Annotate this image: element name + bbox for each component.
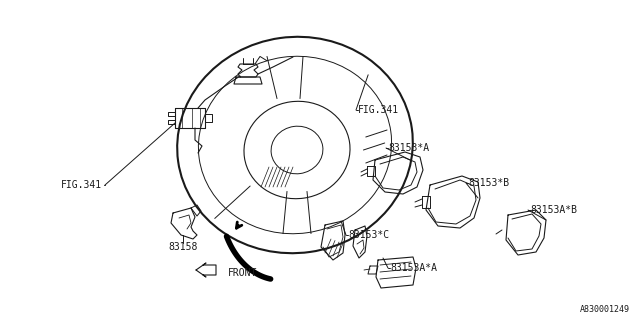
Text: 83153A*B: 83153A*B bbox=[530, 205, 577, 215]
Text: 83158: 83158 bbox=[168, 242, 198, 252]
Text: A830001249: A830001249 bbox=[580, 306, 630, 315]
Text: 83153*A: 83153*A bbox=[388, 143, 429, 153]
Text: 83153*B: 83153*B bbox=[468, 178, 509, 188]
Text: FIG.341: FIG.341 bbox=[358, 105, 399, 115]
Text: FIG.341: FIG.341 bbox=[61, 180, 102, 190]
Text: 83153*C: 83153*C bbox=[348, 230, 389, 240]
Text: FRONT: FRONT bbox=[228, 268, 257, 278]
Text: 83153A*A: 83153A*A bbox=[390, 263, 437, 273]
